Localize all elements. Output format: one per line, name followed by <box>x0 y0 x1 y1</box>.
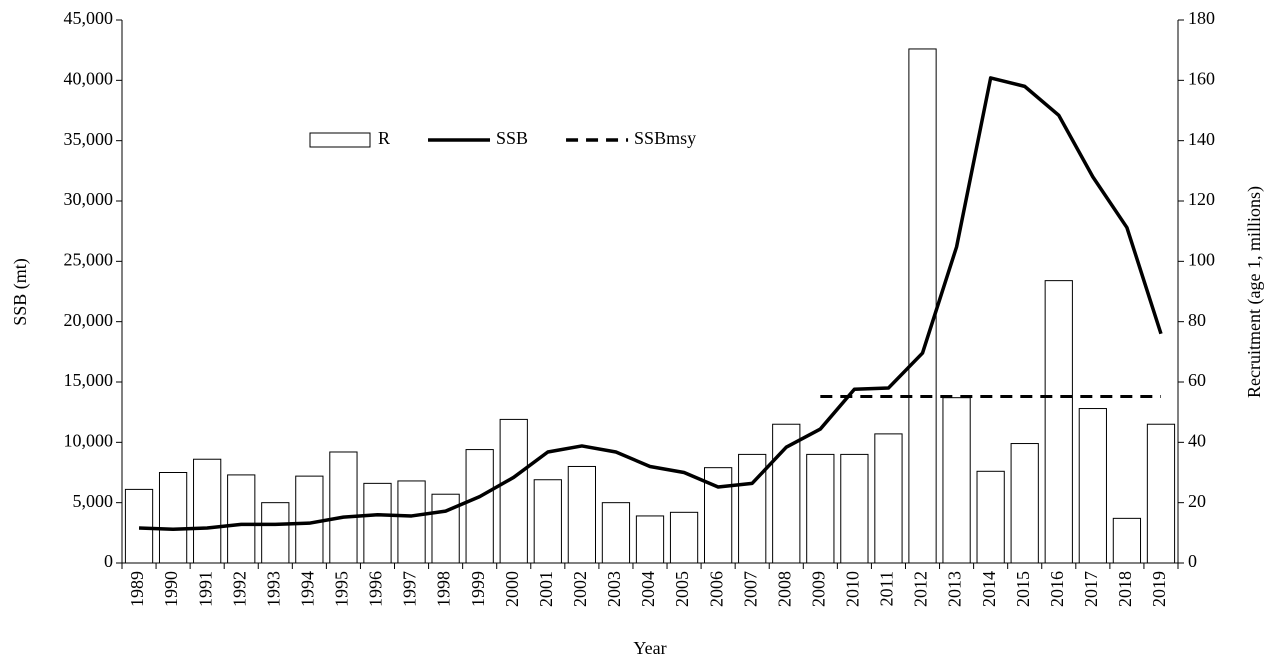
x-tick-label: 1998 <box>434 571 454 607</box>
bar <box>976 470 1005 564</box>
legend-label: R <box>378 128 390 148</box>
y2-tick-label: 160 <box>1188 68 1215 88</box>
bar <box>261 502 290 564</box>
x-tick-label: 2013 <box>945 571 965 607</box>
y2-tick-label: 120 <box>1188 189 1215 209</box>
y2-tick-label: 20 <box>1188 491 1206 511</box>
x-tick-label: 2010 <box>843 571 863 607</box>
x-tick-label: 1996 <box>366 571 386 607</box>
bar <box>329 451 358 564</box>
y2-tick-label: 0 <box>1188 551 1197 571</box>
bar <box>499 418 528 564</box>
x-tick-label: 1990 <box>161 571 181 607</box>
x-tick-label: 2000 <box>502 571 522 607</box>
bar <box>669 511 699 564</box>
x-tick-label: 2004 <box>638 571 658 607</box>
y-tick-label: 20,000 <box>64 310 114 330</box>
y-tick-label: 25,000 <box>64 249 114 269</box>
bar <box>397 480 426 564</box>
x-tick-label: 2007 <box>740 571 760 607</box>
bar <box>635 515 665 564</box>
y-tick-label: 30,000 <box>64 189 114 209</box>
x-tick-label: 2002 <box>570 571 590 607</box>
y-tick-label: 5,000 <box>73 491 114 511</box>
x-tick-label: 2012 <box>911 571 931 607</box>
y2-tick-label: 180 <box>1188 8 1215 28</box>
bar <box>227 474 256 564</box>
x-tick-label: 2017 <box>1081 571 1101 607</box>
x-tick-label: 1992 <box>229 571 249 607</box>
y-tick-label: 40,000 <box>64 68 114 88</box>
y-axis-title: SSB (mt) <box>10 258 31 326</box>
y-tick-label: 15,000 <box>64 370 114 390</box>
legend-label: SSBmsy <box>634 128 696 148</box>
y2-tick-label: 80 <box>1188 310 1206 330</box>
bar <box>601 502 631 564</box>
y2-axis-title: Recruitment (age 1, millions) <box>1244 186 1265 398</box>
x-tick-label: 2011 <box>877 571 897 606</box>
y2-tick-label: 40 <box>1188 430 1206 450</box>
x-axis-title: Year <box>633 638 666 658</box>
bar <box>1010 443 1039 564</box>
bar <box>1044 280 1073 564</box>
legend-swatch <box>309 132 371 148</box>
line <box>138 76 1163 531</box>
bar <box>1146 423 1176 564</box>
bar <box>124 488 154 564</box>
bar <box>533 479 562 564</box>
x-tick-label: 1993 <box>263 571 283 607</box>
x-tick-label: 2006 <box>706 571 726 607</box>
x-tick-label: 2018 <box>1115 571 1135 607</box>
x-tick-label: 2016 <box>1047 571 1067 607</box>
bar <box>158 472 188 564</box>
y-tick-label: 0 <box>104 551 113 571</box>
bar <box>431 493 460 564</box>
y-tick-label: 35,000 <box>64 129 114 149</box>
bar <box>942 397 971 564</box>
x-tick-label: 2014 <box>979 571 999 607</box>
y2-tick-label: 60 <box>1188 370 1206 390</box>
x-tick-label: 2003 <box>604 571 624 607</box>
y-tick-label: 45,000 <box>64 8 114 28</box>
legend-label: SSB <box>496 128 528 148</box>
bar <box>1078 408 1107 564</box>
bar <box>772 423 801 564</box>
x-tick-label: 1991 <box>195 571 215 607</box>
x-tick-label: 1989 <box>127 571 147 607</box>
bar <box>363 482 392 564</box>
y2-tick-label: 100 <box>1188 249 1215 269</box>
bar <box>874 433 903 564</box>
y2-tick-label: 140 <box>1188 129 1215 149</box>
bar <box>567 465 596 564</box>
x-tick-label: 2005 <box>672 571 692 607</box>
bar <box>806 453 835 564</box>
x-tick-label: 2008 <box>774 571 794 607</box>
x-tick-label: 1997 <box>400 571 420 607</box>
bar <box>840 453 869 564</box>
bar <box>295 475 324 564</box>
y-tick-label: 10,000 <box>64 430 114 450</box>
bar <box>908 48 937 564</box>
x-tick-label: 2009 <box>808 571 828 607</box>
x-tick-label: 1994 <box>297 571 317 607</box>
x-tick-label: 2015 <box>1013 571 1033 607</box>
bar <box>1112 517 1142 564</box>
bar <box>465 449 494 564</box>
x-tick-label: 1995 <box>332 571 352 607</box>
x-tick-label: 1999 <box>468 571 488 607</box>
x-tick-label: 2001 <box>536 571 556 607</box>
bar <box>193 458 222 564</box>
x-tick-label: 2019 <box>1149 571 1169 607</box>
